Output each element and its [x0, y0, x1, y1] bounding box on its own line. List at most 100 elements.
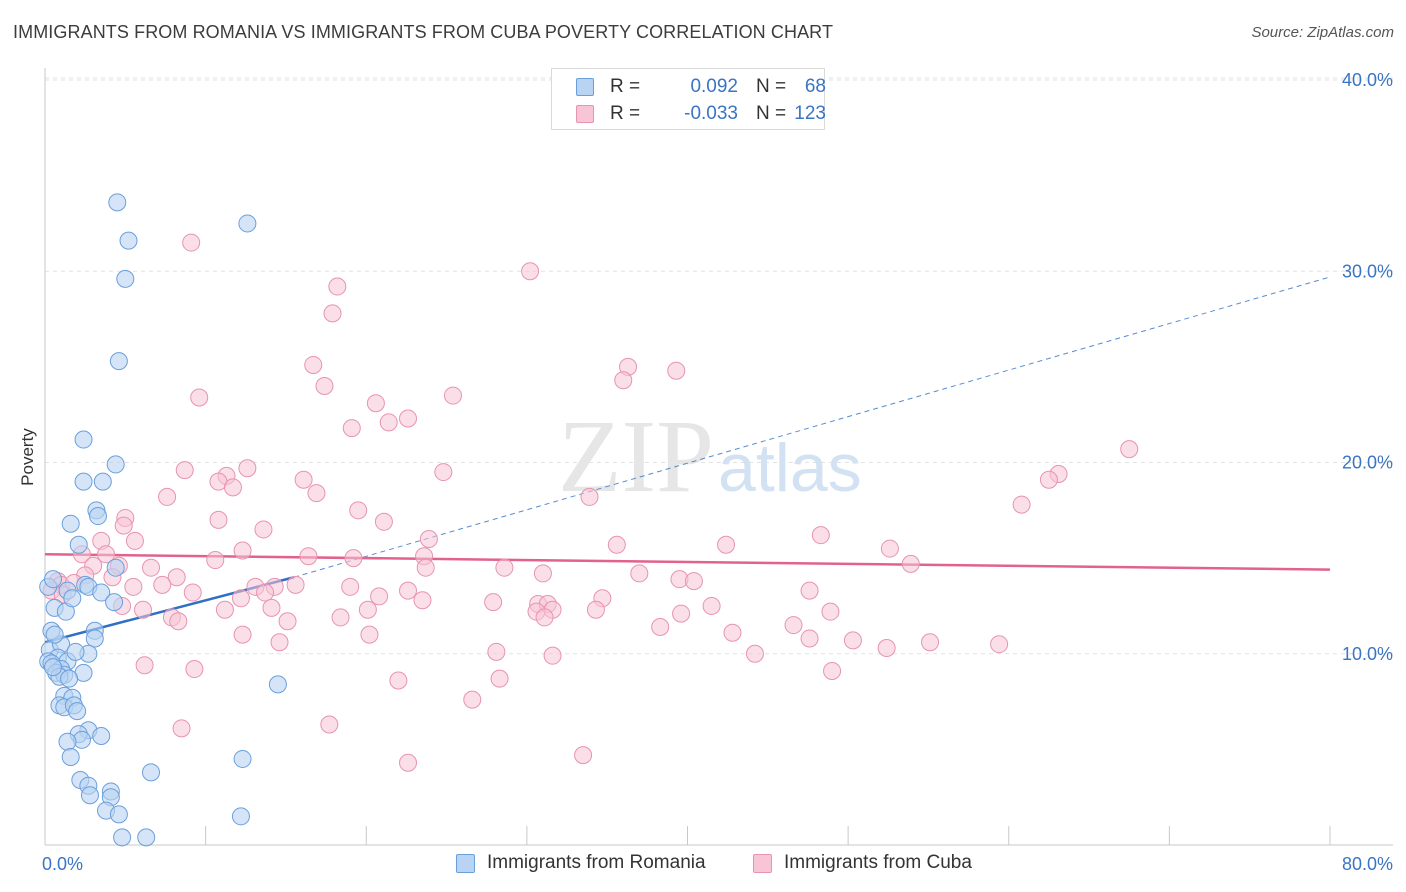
romania-point: [58, 732, 77, 751]
romania-point: [66, 642, 85, 661]
cuba-point: [233, 625, 252, 644]
romania-point: [105, 593, 124, 612]
cuba-point: [142, 558, 161, 577]
legend-r-value: 0.092: [690, 76, 738, 97]
legend-r-label: R =: [610, 76, 641, 97]
cuba-point: [463, 690, 482, 709]
cuba-point: [784, 616, 803, 635]
chart-source: Source: ZipAtlas.com: [1251, 24, 1394, 41]
romania-point: [137, 828, 156, 847]
cuba-point: [331, 608, 350, 627]
tick-labels: 10.0% 20.0% 30.0% 40.0% 0.0% 80.0%: [42, 70, 1393, 874]
cuba-point: [379, 413, 398, 432]
romania-point: [109, 805, 128, 824]
cuba-point: [901, 554, 920, 573]
legend-r-value: -0.033: [684, 103, 738, 124]
romania-point: [85, 629, 104, 648]
romania-point: [61, 748, 80, 767]
cuba-point: [399, 753, 418, 772]
cuba-point: [315, 377, 334, 395]
cuba-point: [800, 629, 819, 648]
romania-point: [233, 749, 252, 768]
y-tick-label: 40.0%: [1342, 70, 1393, 90]
cuba-point: [307, 484, 326, 503]
watermark-layer: ZIP atlas: [558, 399, 862, 514]
cuba-point: [256, 583, 275, 602]
cuba-point: [413, 591, 432, 610]
cuba-point: [521, 262, 540, 281]
romania-point: [108, 193, 127, 212]
romania-point: [119, 231, 138, 250]
cuba-point: [286, 575, 305, 594]
cuba-point: [419, 530, 438, 548]
romania-point: [106, 558, 125, 577]
cuba-point: [399, 581, 418, 600]
cuba-point: [1039, 470, 1058, 489]
romania-point: [69, 535, 88, 554]
romania-point: [238, 214, 257, 233]
cuba-point: [167, 568, 186, 587]
cuba-point: [328, 277, 347, 296]
cuba-point: [580, 487, 599, 506]
cuba-point: [651, 617, 670, 636]
cuba-point: [233, 541, 252, 560]
romania-point: [45, 625, 64, 644]
cuba-point: [877, 639, 896, 658]
cuba-point: [342, 419, 361, 438]
cuba-point: [206, 551, 225, 570]
cuba-point: [358, 600, 377, 619]
romania-point: [142, 763, 161, 782]
y-tick-label: 10.0%: [1342, 644, 1393, 664]
romania-trend-dashed: [293, 276, 1331, 578]
cuba-point: [215, 600, 234, 619]
cuba-point: [124, 577, 143, 596]
cuba-point: [135, 656, 154, 675]
cuba-point: [254, 520, 273, 539]
cuba-point: [574, 746, 593, 765]
cuba-point: [399, 409, 418, 428]
cuba-point: [667, 361, 686, 380]
cuba-point: [1012, 495, 1031, 514]
bottom-legend-label-cuba: Immigrants from Cuba: [784, 852, 972, 873]
cuba-point: [360, 625, 379, 644]
romania-point: [63, 589, 82, 608]
romania-point: [89, 507, 108, 526]
cuba-point: [133, 600, 152, 619]
cuba-point: [723, 623, 742, 642]
cuba-point: [389, 671, 408, 690]
cuba-point: [487, 642, 506, 661]
cuba-point: [114, 516, 133, 535]
romania-point: [116, 269, 135, 288]
watermark-atlas: atlas: [718, 430, 862, 506]
cuba-point: [1120, 440, 1139, 459]
bottom-legend-label-romania: Immigrants from Romania: [487, 852, 706, 873]
cuba-point: [175, 461, 194, 480]
cuba-point: [586, 600, 605, 619]
cuba-trend-line: [44, 553, 1331, 571]
cuba-point: [304, 355, 323, 374]
cuba-point: [185, 660, 204, 679]
romania-point: [80, 786, 99, 805]
cuba-point: [294, 470, 313, 489]
cuba-points: [42, 233, 1139, 772]
legend-n-label: N =: [756, 76, 787, 97]
cuba-point: [495, 558, 514, 577]
cuba-point: [344, 549, 363, 568]
romania-point: [68, 702, 87, 721]
romania-point: [44, 570, 63, 589]
cuba-point: [153, 575, 172, 594]
legend-swatch-romania: [576, 78, 594, 96]
cuba-point: [238, 459, 257, 478]
cuba-point: [158, 487, 177, 506]
cuba-point: [533, 564, 552, 583]
cuba-point: [223, 478, 242, 497]
y-tick-label: 30.0%: [1342, 261, 1393, 281]
cuba-point: [717, 535, 736, 554]
romania-point: [92, 726, 111, 745]
cuba-point: [270, 633, 289, 652]
cuba-point: [630, 564, 649, 583]
cuba-point: [341, 577, 360, 596]
cuba-point: [366, 394, 385, 413]
cuba-point: [921, 633, 940, 652]
romania-point: [44, 658, 63, 677]
